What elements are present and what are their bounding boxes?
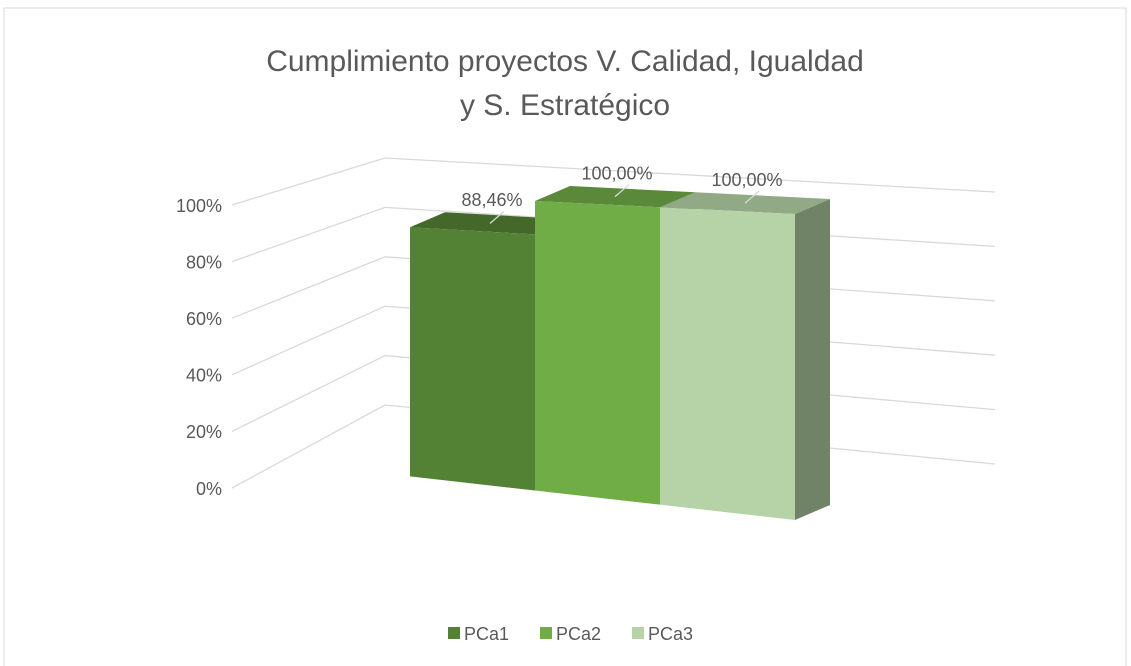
legend-label: PCa1 [464,624,509,644]
legend-swatch [448,627,460,639]
y-tick-label: 40% [186,366,222,386]
leader-line [614,184,630,198]
chart-title: Cumplimiento proyectos V. Calidad, Igual… [266,45,864,122]
data-label: 88,46% [461,190,522,210]
bar-top [410,212,570,235]
y-tick-label: 80% [186,252,222,272]
bar-side [795,199,830,520]
legend-label: PCa2 [556,624,601,644]
bar [410,227,535,491]
leader-line [744,190,760,204]
bar [660,207,795,520]
y-tick-label: 20% [186,422,222,442]
chart-frame [3,7,1127,666]
legend-label: PCa3 [648,624,693,644]
data-label: 100,00% [711,170,782,190]
leader-line [489,210,505,224]
data-label: 100,00% [581,163,652,183]
y-tick-label: 0% [196,479,222,499]
legend-swatch [540,627,552,639]
legend-swatch [632,627,644,639]
y-tick-label: 60% [186,309,222,329]
bar [535,201,660,505]
y-tick-label: 100% [176,196,222,216]
grid-line [231,157,996,206]
